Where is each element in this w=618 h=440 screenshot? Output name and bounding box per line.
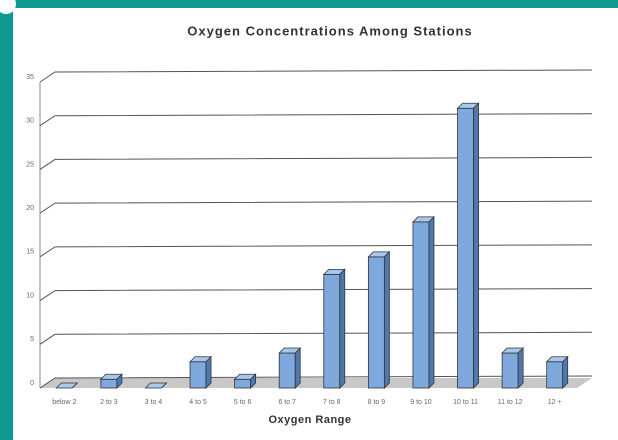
x-tick-label: 10 to 11 bbox=[453, 399, 478, 406]
bar bbox=[144, 382, 168, 389]
y-tick-label: 20 bbox=[26, 205, 34, 212]
bar bbox=[545, 355, 569, 389]
grid-line bbox=[39, 200, 593, 214]
y-tick-label: 30 bbox=[26, 118, 34, 125]
x-tick-label: 7 to 8 bbox=[323, 399, 341, 406]
frame-left bbox=[0, 0, 13, 440]
bar bbox=[322, 268, 346, 389]
x-tick-label: 8 to 9 bbox=[368, 399, 386, 406]
bar-side bbox=[294, 347, 301, 389]
bar-side bbox=[205, 355, 212, 389]
x-tick-label: 12 + bbox=[548, 399, 562, 406]
bar bbox=[189, 355, 213, 389]
x-axis-label: Oxygen Range bbox=[268, 414, 351, 426]
corner-badge bbox=[0, 0, 16, 14]
bar-side bbox=[116, 373, 123, 389]
x-tick-label: 5 to 6 bbox=[234, 399, 252, 406]
x-tick-label: 4 to 5 bbox=[189, 399, 207, 406]
bar-side bbox=[473, 102, 479, 389]
floor bbox=[40, 378, 592, 388]
x-tick-label: below 2 bbox=[52, 399, 76, 406]
bar-front bbox=[278, 352, 296, 389]
bar-side bbox=[339, 268, 346, 389]
bar-side bbox=[72, 382, 78, 389]
grid-line bbox=[39, 69, 593, 83]
bar bbox=[233, 373, 257, 389]
bar-front bbox=[323, 273, 341, 389]
bar-front bbox=[546, 361, 564, 389]
bar-side bbox=[428, 215, 435, 389]
bar bbox=[411, 215, 435, 389]
bar bbox=[99, 373, 123, 389]
bar-front bbox=[457, 107, 474, 389]
bar bbox=[278, 347, 302, 389]
bar bbox=[55, 382, 79, 389]
x-tick-label: 9 to 10 bbox=[410, 399, 432, 406]
bar-side bbox=[250, 373, 257, 389]
grid-line bbox=[39, 113, 593, 127]
bar-front bbox=[501, 352, 519, 389]
bar-front bbox=[189, 361, 207, 389]
x-tick-label: 6 to 7 bbox=[278, 399, 296, 406]
y-tick-label: 25 bbox=[26, 161, 34, 168]
y-tick-label: 35 bbox=[26, 74, 34, 81]
y-tick-label: 0 bbox=[30, 380, 34, 387]
bar bbox=[367, 250, 391, 389]
bar-side bbox=[383, 250, 390, 389]
bar-front bbox=[367, 256, 385, 389]
bar bbox=[501, 347, 525, 389]
bar bbox=[456, 102, 480, 389]
bar-side bbox=[562, 355, 569, 389]
y-tick-label: 10 bbox=[26, 292, 34, 299]
bar-front bbox=[412, 221, 430, 389]
frame-top bbox=[0, 0, 618, 8]
bar-front bbox=[100, 378, 118, 389]
bar-side bbox=[517, 347, 524, 389]
x-tick-label: 11 to 12 bbox=[498, 399, 523, 406]
bar-front bbox=[234, 378, 252, 389]
y-tick-label: 15 bbox=[26, 249, 34, 256]
x-tick-label: 2 to 3 bbox=[100, 399, 118, 406]
y-tick-label: 5 bbox=[30, 336, 34, 343]
chart-title: Oxygen Concentrations Among Stations bbox=[187, 23, 472, 38]
x-tick-label: 3 to 4 bbox=[145, 399, 163, 406]
bar-side bbox=[161, 382, 167, 389]
grid-line bbox=[39, 156, 593, 170]
